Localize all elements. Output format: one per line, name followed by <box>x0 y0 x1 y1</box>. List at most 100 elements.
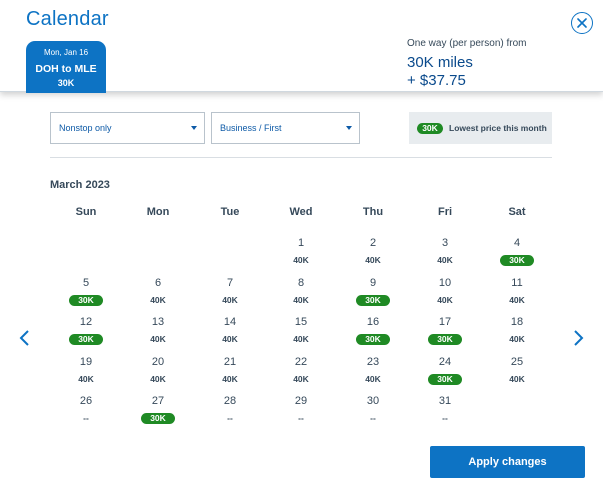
day-number: 29 <box>294 395 308 407</box>
day-price: 40K <box>293 334 309 344</box>
day-number: 10 <box>438 277 452 289</box>
cabin-select-value: Business / First <box>220 123 282 133</box>
day-number: 21 <box>223 356 237 368</box>
day-number: 13 <box>151 316 165 328</box>
calendar-day[interactable]: 6 40K <box>128 277 188 313</box>
flight-price: 30K <box>57 78 75 88</box>
calendar-day[interactable]: 10 40K <box>415 277 475 313</box>
day-number: 7 <box>226 277 234 289</box>
day-price: 40K <box>78 374 94 384</box>
prev-month-button[interactable] <box>18 330 32 346</box>
flight-route: DOH to MLE <box>35 63 97 75</box>
calendar-day[interactable]: 5 30K <box>56 277 116 313</box>
calendar-day[interactable]: 27 30K <box>128 395 188 431</box>
stops-select[interactable]: Nonstop only <box>50 112 205 144</box>
day-number: 5 <box>82 277 90 289</box>
day-number: 30 <box>366 395 380 407</box>
calendar-day[interactable]: 24 30K <box>415 356 475 392</box>
divider <box>50 157 552 158</box>
day-number: 12 <box>79 316 93 328</box>
day-price: 40K <box>509 295 525 305</box>
calendar-day[interactable]: 4 30K <box>487 237 547 273</box>
day-price: 40K <box>365 374 381 384</box>
lowest-price-badge: 30K <box>428 334 462 345</box>
cabin-select[interactable]: Business / First <box>211 112 360 144</box>
weekday-fri: Fri <box>437 206 453 218</box>
calendar-day[interactable]: 21 40K <box>200 356 260 392</box>
flight-tab[interactable]: Mon, Jan 16 DOH to MLE 30K <box>26 41 106 93</box>
price-miles: 30K miles <box>407 54 473 71</box>
day-price: 40K <box>150 334 166 344</box>
calendar-day[interactable]: 13 40K <box>128 316 188 352</box>
day-number: 18 <box>510 316 524 328</box>
calendar-day[interactable]: 29 -- <box>271 395 331 431</box>
day-number: 15 <box>294 316 308 328</box>
close-icon <box>577 18 587 28</box>
lowest-price-badge: 30K <box>356 295 390 306</box>
day-number: 17 <box>438 316 452 328</box>
calendar-day[interactable]: 14 40K <box>200 316 260 352</box>
day-number: 19 <box>79 356 93 368</box>
calendar-day[interactable]: 25 40K <box>487 356 547 392</box>
price-cash: + $37.75 <box>407 72 466 89</box>
calendar-day[interactable]: 11 40K <box>487 277 547 313</box>
day-price: 40K <box>437 255 453 265</box>
day-number: 31 <box>438 395 452 407</box>
calendar-day[interactable]: 26 -- <box>56 395 116 431</box>
calendar-day[interactable]: 7 40K <box>200 277 260 313</box>
lowest-price-badge: 30K <box>356 334 390 345</box>
day-number: 8 <box>297 277 305 289</box>
calendar-day[interactable]: 8 40K <box>271 277 331 313</box>
day-price: 40K <box>509 374 525 384</box>
day-number: 9 <box>369 277 377 289</box>
day-price: -- <box>227 413 233 423</box>
day-number: 24 <box>438 356 452 368</box>
calendar-day[interactable]: 23 40K <box>343 356 403 392</box>
calendar-day[interactable]: 18 40K <box>487 316 547 352</box>
calendar-day[interactable]: 31 -- <box>415 395 475 431</box>
calendar-day[interactable]: 2 40K <box>343 237 403 273</box>
calendar-day[interactable]: 16 30K <box>343 316 403 352</box>
chevron-right-icon <box>574 330 584 346</box>
day-number: 3 <box>441 237 449 249</box>
day-price: 40K <box>222 374 238 384</box>
day-number: 16 <box>366 316 380 328</box>
day-number: 14 <box>223 316 237 328</box>
day-price: 40K <box>365 255 381 265</box>
day-price: 40K <box>293 295 309 305</box>
day-price: 40K <box>509 334 525 344</box>
day-price: 40K <box>222 295 238 305</box>
day-price: -- <box>83 413 89 423</box>
modal-header: Calendar Mon, Jan 16 DOH to MLE 30K One … <box>0 0 603 93</box>
calendar-day[interactable]: 1 40K <box>271 237 331 273</box>
calendar-day[interactable]: 22 40K <box>271 356 331 392</box>
lowest-price-badge: 30K <box>69 334 103 345</box>
day-number: 27 <box>151 395 165 407</box>
apply-changes-button[interactable]: Apply changes <box>430 446 585 478</box>
day-number: 6 <box>154 277 162 289</box>
calendar-day[interactable]: 28 -- <box>200 395 260 431</box>
day-price: 40K <box>437 295 453 305</box>
flight-date: Mon, Jan 16 <box>43 48 89 57</box>
legend-text: Lowest price this month <box>449 123 547 133</box>
calendar-day[interactable]: 15 40K <box>271 316 331 352</box>
day-price: 40K <box>150 374 166 384</box>
day-number: 28 <box>223 395 237 407</box>
day-number: 1 <box>297 237 305 249</box>
close-button[interactable] <box>571 12 593 34</box>
price-label: One way (per person) from <box>407 38 527 49</box>
day-price: 40K <box>222 334 238 344</box>
day-price: 40K <box>293 255 309 265</box>
day-number: 26 <box>79 395 93 407</box>
day-number: 25 <box>510 356 524 368</box>
calendar-day[interactable]: 20 40K <box>128 356 188 392</box>
calendar-day[interactable]: 9 30K <box>343 277 403 313</box>
calendar-day[interactable]: 3 40K <box>415 237 475 273</box>
calendar-day[interactable]: 17 30K <box>415 316 475 352</box>
calendar-day[interactable]: 30 -- <box>343 395 403 431</box>
day-number: 11 <box>511 277 523 289</box>
calendar-day[interactable]: 12 30K <box>56 316 116 352</box>
calendar-day[interactable]: 19 40K <box>56 356 116 392</box>
next-month-button[interactable] <box>571 330 585 346</box>
